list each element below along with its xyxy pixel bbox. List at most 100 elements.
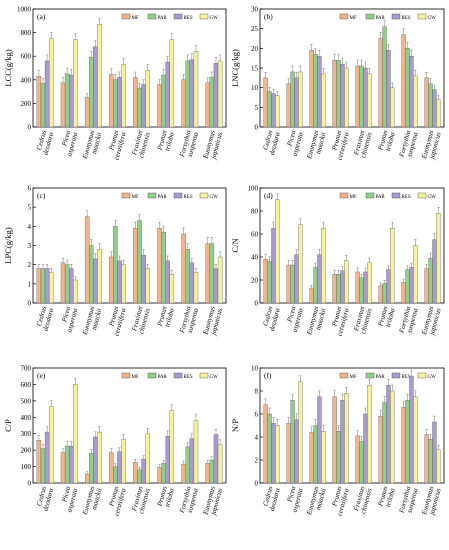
y-tick-label: 400 (21, 414, 32, 422)
legend-swatch (199, 372, 209, 379)
bar (157, 228, 162, 304)
y-tick-label: 10 (251, 84, 259, 92)
bar (263, 259, 268, 304)
bar (113, 79, 118, 128)
y-axis-label: LPC(g/kg) (3, 227, 13, 264)
panel-label: (e) (37, 371, 46, 380)
bar (286, 83, 291, 128)
bar (363, 413, 368, 484)
bar (317, 56, 322, 128)
x-tick-label: Prunustriloba (376, 305, 397, 330)
legend-label: GW (210, 375, 219, 380)
bar (64, 73, 70, 128)
x-tick-label: Piceaasperata (58, 305, 79, 333)
bar (401, 282, 406, 304)
bar (145, 433, 150, 484)
chart-panel-1: 0 200 400 600 800 1000 LCC(g/kg) (a) MF PAR RES GW C… (3, 6, 227, 162)
y-tick-label: 0 (255, 124, 259, 132)
y-tick-label: 10 (251, 365, 259, 373)
bar (290, 400, 295, 484)
bar (363, 271, 368, 304)
y-axis-label: LCC(g/kg) (3, 49, 13, 86)
x-tick-label: Cedrusdeodara (261, 129, 282, 156)
bar (48, 38, 54, 128)
chart-panel-4: 0 20 40 60 80 100 C/N (d) MF PAR RES GW Cedrusdeodar… (230, 185, 445, 338)
legend-label: MF (132, 375, 139, 380)
legend-label: PAR (376, 195, 386, 200)
bar (165, 61, 170, 128)
bar (271, 93, 276, 128)
x-tick-label: Euonymusmaackii (305, 129, 328, 162)
y-tick-label: 5 (255, 104, 259, 112)
bar (409, 267, 414, 304)
bar (181, 233, 186, 304)
x-tick-label: Euonymusjaponicus (201, 129, 224, 162)
legend-swatch (391, 192, 401, 199)
bar (165, 260, 170, 304)
bar (169, 410, 175, 484)
bar (336, 274, 341, 304)
bar (267, 413, 272, 484)
legend-swatch (365, 13, 375, 20)
x-tick-label: Euonymusmaackii (305, 305, 328, 338)
legend-label: RES (402, 375, 411, 380)
x-tick-label: Euonymusjaponicus (420, 129, 443, 162)
bar (267, 91, 272, 128)
legend-swatch (147, 13, 157, 20)
x-tick-label: Euonymusjaponicus (201, 305, 224, 338)
bar (263, 404, 268, 484)
bar (359, 441, 364, 484)
x-tick-label: Prunuscerasifera (105, 485, 127, 517)
legend-label: RES (184, 16, 193, 21)
bar (313, 267, 318, 304)
bar (189, 262, 195, 304)
bar (428, 257, 433, 304)
bar (109, 74, 114, 128)
bar (181, 79, 186, 128)
bar (121, 264, 126, 304)
bar (109, 452, 114, 484)
y-tick-label: 1000 (17, 6, 32, 14)
legend-label: PAR (158, 375, 168, 380)
bar (73, 384, 78, 484)
legend-swatch (121, 192, 131, 199)
x-tick-label: Cedrusdeodara (261, 485, 282, 512)
bar (185, 60, 190, 128)
legend-swatch (173, 13, 183, 20)
bar (193, 420, 199, 484)
y-tick-label: 5 (28, 204, 32, 212)
y-tick-label: 15 (251, 65, 259, 73)
x-tick-label: Euonymusjaponicus (420, 305, 443, 338)
bar (298, 71, 303, 128)
bar (355, 65, 360, 128)
bar (401, 406, 406, 484)
bar (367, 73, 372, 128)
bar (213, 434, 219, 484)
y-tick-label: 4 (255, 434, 259, 442)
x-tick-label: Piceaasperata (283, 485, 304, 513)
bar (217, 444, 223, 484)
y-tick-label: 300 (21, 430, 32, 438)
legend-label: GW (428, 195, 437, 200)
bar (209, 459, 215, 484)
y-tick-label: 100 (248, 185, 259, 193)
x-tick-label: Prunuscerasifera (328, 305, 350, 337)
bar (413, 245, 418, 304)
bar (271, 423, 276, 484)
x-tick-label: Euonymusjaponicus (420, 485, 443, 518)
bar (332, 396, 337, 484)
bar (205, 463, 211, 484)
y-axis-label: C/P (3, 419, 13, 432)
bar (73, 279, 78, 304)
bar (73, 39, 78, 128)
x-tick-label: Fraxinuschinensis (130, 485, 152, 515)
bar (436, 99, 441, 128)
bar (161, 463, 166, 484)
bar (286, 264, 291, 304)
bar (432, 239, 437, 304)
x-tick-label: Euonymusmaackii (305, 485, 328, 518)
y-axis-label: C/N (230, 238, 240, 252)
legend-label: MF (132, 16, 139, 21)
x-tick-label: Cedrusdeodara (34, 305, 55, 332)
bar (117, 451, 122, 484)
